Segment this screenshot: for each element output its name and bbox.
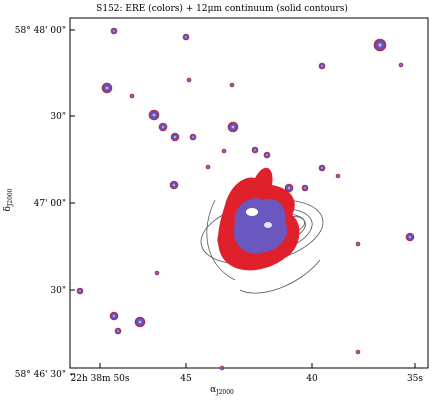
star — [301, 184, 309, 192]
stars — [76, 27, 415, 371]
star — [205, 164, 211, 170]
axes: 22h 38m 50s 45 40 35s 58° 48' 00" 30" 47' 00" 3… — [15, 26, 424, 384]
star — [373, 38, 387, 52]
star — [186, 77, 192, 83]
star — [148, 109, 160, 121]
x-tick-label: 45 — [180, 374, 192, 384]
star — [219, 365, 225, 371]
star — [189, 133, 197, 141]
star — [335, 173, 341, 179]
star — [355, 349, 361, 355]
star — [110, 27, 118, 35]
x-tick-label: 40 — [306, 374, 318, 384]
star — [318, 62, 326, 70]
star — [170, 132, 180, 142]
star — [227, 121, 239, 133]
title: S152: ERE (colors) + 12μm continuum (sol… — [96, 3, 348, 14]
emission-region — [218, 167, 300, 271]
plot-frame — [69, 17, 429, 369]
star — [129, 93, 135, 99]
star — [398, 62, 404, 68]
star — [101, 82, 113, 94]
star — [221, 148, 227, 154]
star — [405, 232, 415, 242]
y-tick-label: 30" — [50, 286, 66, 296]
x-tick-label: 35s — [407, 374, 423, 384]
star — [154, 270, 160, 276]
y-tick-label: 30" — [50, 112, 66, 122]
star — [109, 311, 119, 321]
star — [169, 180, 179, 190]
star — [229, 82, 235, 88]
star — [114, 327, 122, 335]
star — [251, 146, 259, 154]
star — [284, 183, 294, 193]
y-tick-label: 47' 00" — [34, 199, 66, 209]
y-axis-label: δJ2000 — [3, 188, 14, 211]
star — [158, 122, 168, 132]
star — [355, 241, 361, 247]
star — [182, 33, 190, 41]
x-axis-label: αJ2000 — [210, 385, 234, 396]
star — [134, 316, 146, 328]
y-tick-label: 58° 48' 00" — [15, 26, 66, 36]
star — [318, 164, 326, 172]
star — [263, 151, 271, 159]
x-tick-label: 22h 38m 50s — [70, 374, 129, 384]
y-tick-label: 58° 46' 30" — [15, 370, 66, 380]
star — [76, 287, 84, 295]
